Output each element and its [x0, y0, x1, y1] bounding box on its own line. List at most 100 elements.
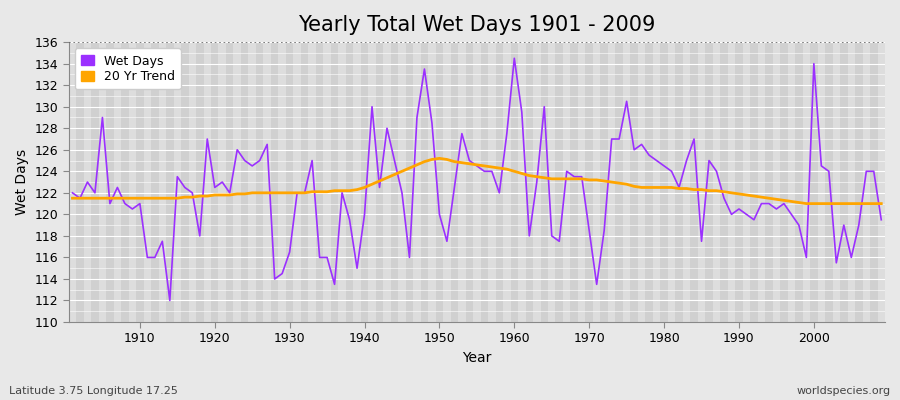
- Bar: [526, 42, 533, 322]
- Wet Days: [517, 110, 527, 114]
- 20 Yr Trend: [517, 171, 527, 176]
- Wet Days: [614, 137, 625, 142]
- Bar: [383, 42, 391, 322]
- Bar: [248, 42, 256, 322]
- Bar: [338, 42, 346, 322]
- 20 Yr Trend: [607, 180, 617, 184]
- Bar: [451, 42, 458, 322]
- Bar: [832, 42, 840, 322]
- Bar: [751, 42, 758, 322]
- Bar: [278, 42, 286, 322]
- Bar: [91, 42, 99, 322]
- Bar: [840, 42, 848, 322]
- Bar: [144, 42, 151, 322]
- Bar: [571, 42, 578, 322]
- 20 Yr Trend: [876, 201, 886, 206]
- Bar: [638, 42, 645, 322]
- Bar: [166, 42, 174, 322]
- Wet Days: [165, 298, 176, 303]
- Bar: [742, 42, 751, 322]
- Bar: [420, 42, 428, 322]
- Bar: [765, 42, 773, 322]
- Bar: [413, 42, 420, 322]
- Bar: [817, 42, 825, 322]
- Bar: [391, 42, 398, 322]
- 20 Yr Trend: [434, 156, 445, 161]
- Bar: [233, 42, 241, 322]
- Bar: [346, 42, 354, 322]
- Y-axis label: Wet Days: Wet Days: [15, 149, 29, 215]
- Bar: [758, 42, 765, 322]
- Bar: [211, 42, 219, 322]
- Bar: [503, 42, 510, 322]
- X-axis label: Year: Year: [463, 351, 491, 365]
- Bar: [488, 42, 496, 322]
- Bar: [735, 42, 742, 322]
- Bar: [188, 42, 196, 322]
- Bar: [174, 42, 181, 322]
- Bar: [398, 42, 406, 322]
- Bar: [780, 42, 788, 322]
- Bar: [286, 42, 293, 322]
- Bar: [99, 42, 106, 322]
- Bar: [630, 42, 638, 322]
- Bar: [361, 42, 368, 322]
- Bar: [608, 42, 616, 322]
- Bar: [600, 42, 608, 322]
- Text: Latitude 3.75 Longitude 17.25: Latitude 3.75 Longitude 17.25: [9, 386, 178, 396]
- Bar: [848, 42, 855, 322]
- Bar: [196, 42, 203, 322]
- Bar: [661, 42, 668, 322]
- Wet Days: [524, 234, 535, 238]
- Bar: [548, 42, 555, 322]
- Bar: [578, 42, 585, 322]
- Bar: [623, 42, 630, 322]
- Bar: [323, 42, 331, 322]
- Line: Wet Days: Wet Days: [73, 58, 881, 300]
- Bar: [428, 42, 436, 322]
- Bar: [683, 42, 690, 322]
- Bar: [158, 42, 166, 322]
- Bar: [84, 42, 91, 322]
- Bar: [406, 42, 413, 322]
- Bar: [181, 42, 188, 322]
- Bar: [241, 42, 248, 322]
- Bar: [563, 42, 571, 322]
- 20 Yr Trend: [127, 196, 138, 201]
- Bar: [465, 42, 473, 322]
- Bar: [720, 42, 728, 322]
- Bar: [496, 42, 503, 322]
- 20 Yr Trend: [68, 196, 78, 201]
- Bar: [122, 42, 129, 322]
- Bar: [713, 42, 720, 322]
- 20 Yr Trend: [292, 190, 302, 195]
- Bar: [555, 42, 563, 322]
- Bar: [541, 42, 548, 322]
- Bar: [264, 42, 271, 322]
- Line: 20 Yr Trend: 20 Yr Trend: [73, 158, 881, 204]
- Wet Days: [299, 190, 310, 195]
- Bar: [533, 42, 541, 322]
- Wet Days: [344, 217, 355, 222]
- Wet Days: [127, 206, 138, 211]
- 20 Yr Trend: [337, 188, 347, 193]
- Legend: Wet Days, 20 Yr Trend: Wet Days, 20 Yr Trend: [75, 48, 181, 89]
- Bar: [443, 42, 451, 322]
- Wet Days: [68, 190, 78, 195]
- Bar: [878, 42, 885, 322]
- 20 Yr Trend: [508, 169, 519, 174]
- Text: worldspecies.org: worldspecies.org: [796, 386, 891, 396]
- Bar: [316, 42, 323, 322]
- Bar: [354, 42, 361, 322]
- Bar: [675, 42, 683, 322]
- Bar: [855, 42, 862, 322]
- Bar: [106, 42, 113, 322]
- Bar: [652, 42, 661, 322]
- Bar: [309, 42, 316, 322]
- Bar: [803, 42, 810, 322]
- Bar: [593, 42, 600, 322]
- Bar: [136, 42, 144, 322]
- 20 Yr Trend: [801, 201, 812, 206]
- Bar: [436, 42, 443, 322]
- Bar: [219, 42, 226, 322]
